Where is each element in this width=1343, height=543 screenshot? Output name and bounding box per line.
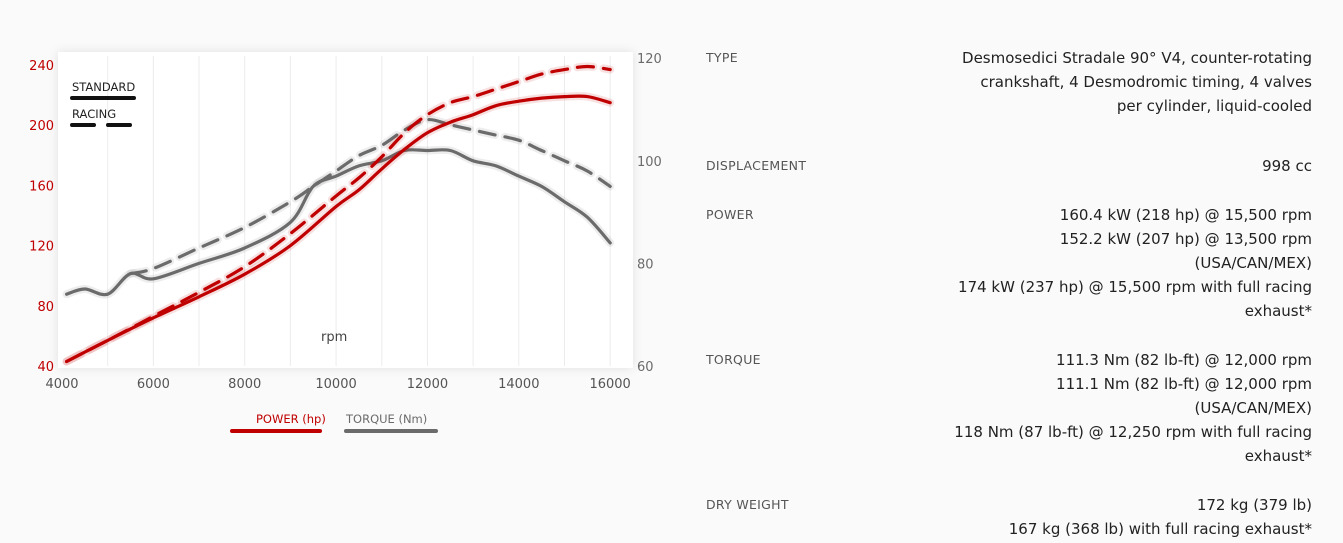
spec-label: DISPLACEMENT: [706, 158, 807, 173]
spec-value: crankshaft, 4 Desmodromic timing, 4 valv…: [980, 73, 1312, 91]
left-tick-label: 160: [29, 179, 54, 194]
left-tick-label: 120: [29, 240, 54, 255]
spec-values: 111.3 Nm (82 lb-ft) @ 12,000 rpm 111.1 N…: [954, 348, 1312, 468]
spec-label: TORQUE: [706, 352, 761, 367]
chart-svg: 40 80 120 160 200 240 60 80 100 120 4000 6000 8000…: [29, 52, 662, 433]
series-layer: [62, 62, 615, 366]
spec-label: DRY WEIGHT: [706, 497, 789, 512]
left-tick-label: 40: [37, 360, 54, 375]
left-axis: 40 80 120 160 200 240: [29, 59, 54, 375]
x-axis-label: rpm: [321, 330, 347, 345]
spec-values: 160.4 kW (218 hp) @ 15,500 rpm 152.2 kW …: [958, 203, 1312, 323]
spec-value: per cylinder, liquid-cooled: [1116, 97, 1312, 115]
x-tick-label: 8000: [228, 377, 261, 392]
spec-table: TYPE Desmosedici Stradale 90° V4, counte…: [706, 46, 1312, 543]
power-standard-line: [65, 94, 612, 364]
style-label-standard: STANDARD: [72, 80, 135, 94]
right-tick-label: 100: [637, 155, 662, 170]
spec-value: 167 kg (368 lb) with full racing exhaust…: [1008, 520, 1312, 538]
spec-value: (USA/CAN/MEX): [1194, 399, 1312, 417]
dyno-chart: 40 80 120 160 200 240 60 80 100 120 4000 6000 8000…: [29, 52, 662, 433]
legend-label-power: POWER (hp): [256, 412, 326, 426]
spec-row-torque: TORQUE 111.3 Nm (82 lb-ft) @ 12,000 rpm …: [706, 348, 1312, 493]
line-style-key: STANDARD RACING: [70, 80, 136, 127]
right-axis: 60 80 100 120: [637, 52, 662, 375]
right-tick-label: 60: [637, 360, 654, 375]
style-label-racing: RACING: [72, 107, 116, 121]
spec-value: 174 kW (237 hp) @ 15,500 rpm with full r…: [958, 278, 1312, 296]
x-tick-label: 6000: [137, 377, 170, 392]
spec-label: TYPE: [706, 50, 738, 65]
spec-value: (USA/CAN/MEX): [1194, 254, 1312, 272]
right-tick-label: 80: [637, 257, 654, 272]
legend-label-torque: TORQUE (Nm): [345, 412, 427, 426]
spec-value: 111.1 Nm (82 lb-ft) @ 12,000 rpm: [1056, 375, 1312, 393]
spec-values: 998 cc: [1262, 154, 1312, 178]
grid: [107, 56, 611, 366]
x-axis: 4000 6000 8000 10000 12000 14000 16000: [45, 377, 630, 392]
left-tick-label: 240: [29, 59, 54, 74]
spec-value: 998 cc: [1262, 157, 1312, 175]
left-tick-label: 200: [29, 119, 54, 134]
torque-standard-line: [65, 148, 612, 297]
spec-value: exhaust*: [1244, 302, 1312, 320]
x-tick-label: 12000: [407, 377, 448, 392]
spec-value: exhaust*: [1244, 447, 1312, 465]
spec-value: 152.2 kW (207 hp) @ 13,500 rpm: [1059, 230, 1312, 248]
spec-row-dry-weight: DRY WEIGHT 172 kg (379 lb) 167 kg (368 l…: [706, 493, 1312, 543]
spec-row-power: POWER 160.4 kW (218 hp) @ 15,500 rpm 152…: [706, 203, 1312, 348]
x-tick-label: 10000: [315, 377, 356, 392]
torque-racing-line: [128, 117, 612, 276]
spec-values: Desmosedici Stradale 90° V4, counter-rot…: [962, 46, 1312, 118]
power-racing-line: [65, 64, 612, 364]
spec-row-type: TYPE Desmosedici Stradale 90° V4, counte…: [706, 46, 1312, 154]
spec-label: POWER: [706, 207, 754, 222]
spec-value: 118 Nm (87 lb-ft) @ 12,250 rpm with full…: [954, 423, 1312, 441]
spec-value: 172 kg (379 lb): [1196, 496, 1312, 514]
spec-value: 160.4 kW (218 hp) @ 15,500 rpm: [1059, 206, 1312, 224]
x-tick-label: 14000: [498, 377, 539, 392]
spec-value: 111.3 Nm (82 lb-ft) @ 12,000 rpm: [1056, 351, 1312, 369]
x-tick-label: 4000: [45, 377, 78, 392]
right-tick-label: 120: [637, 52, 662, 67]
series-legend: POWER (hp) TORQUE (Nm): [230, 412, 438, 433]
spec-value: Desmosedici Stradale 90° V4, counter-rot…: [962, 49, 1312, 67]
spec-values: 172 kg (379 lb) 167 kg (368 lb) with ful…: [1009, 493, 1312, 541]
x-tick-label: 16000: [589, 377, 630, 392]
left-tick-label: 80: [37, 300, 54, 315]
spec-row-displacement: DISPLACEMENT 998 cc: [706, 154, 1312, 203]
